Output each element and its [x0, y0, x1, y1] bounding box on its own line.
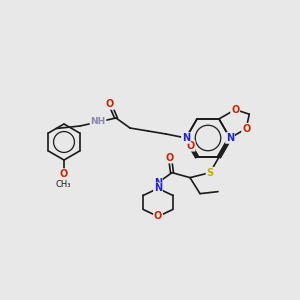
Text: O: O [186, 141, 195, 151]
Text: N: N [154, 178, 162, 188]
Text: O: O [60, 169, 68, 179]
Text: S: S [206, 168, 214, 178]
Text: O: O [242, 124, 250, 134]
Text: CH₃: CH₃ [55, 181, 71, 190]
Text: O: O [166, 153, 174, 163]
Text: N: N [154, 183, 162, 194]
Text: NH: NH [90, 118, 106, 127]
Text: O: O [106, 99, 114, 109]
Text: O: O [154, 212, 162, 221]
Text: N: N [182, 133, 190, 143]
Text: O: O [231, 105, 239, 115]
Text: N: N [226, 133, 234, 143]
